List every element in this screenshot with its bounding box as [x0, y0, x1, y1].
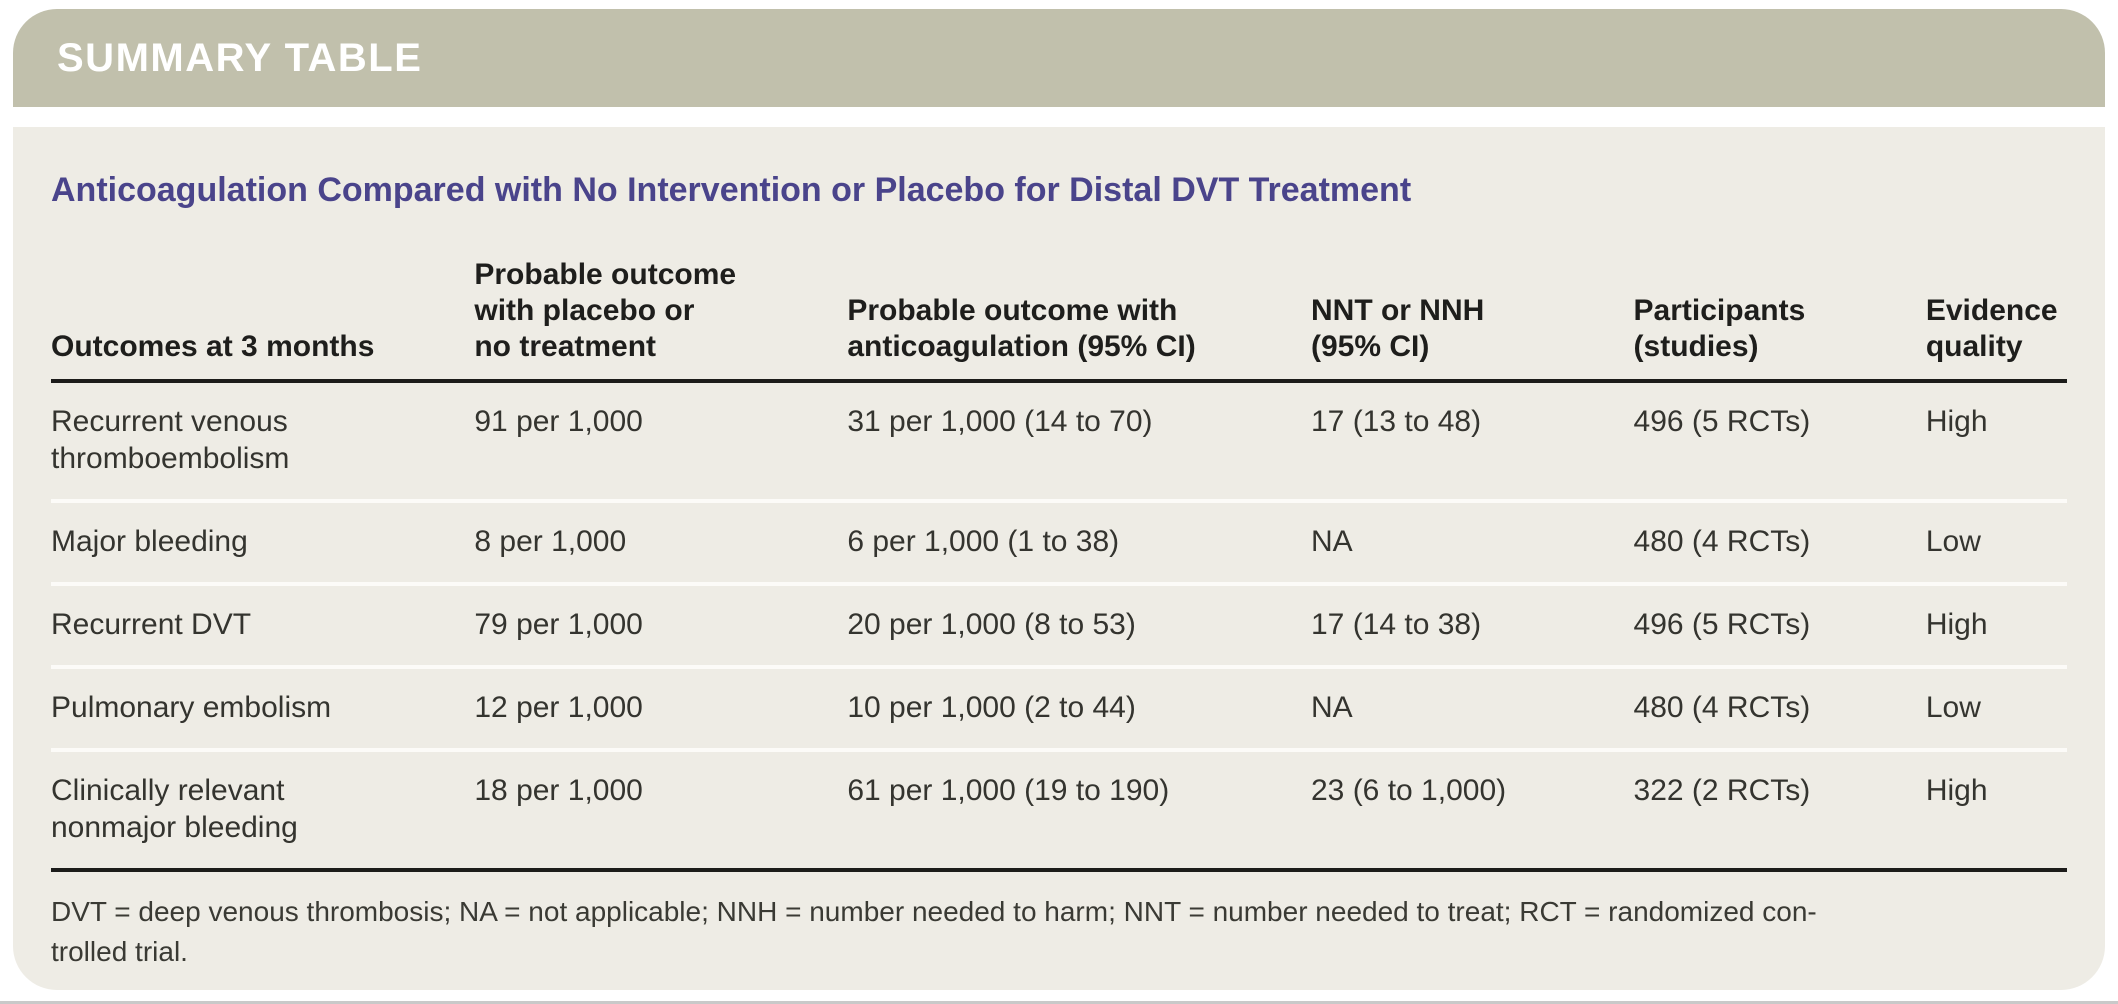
footnote: DVT = deep venous thrombosis; NA = not a…: [51, 896, 1817, 967]
page-bottom-border: [0, 1001, 2118, 1004]
cell-outcome: Recurrent venous thromboembolism: [51, 405, 290, 475]
cell-nnt-nnh: 17 (14 to 38): [1310, 608, 1482, 641]
col-header-placebo-outcome: Probable outcome with placebo or no trea…: [474, 237, 848, 383]
table-row: Major bleeding 8 per 1,000 6 per 1,000 (…: [51, 501, 2067, 584]
cell-evidence-quality: High: [1925, 405, 1988, 438]
cell-anticoagulation-outcome: 10 per 1,000 (2 to 44): [847, 691, 1136, 724]
cell-anticoagulation-outcome: 61 per 1,000 (19 to 190): [847, 774, 1170, 807]
cell-evidence-quality: High: [1925, 608, 1988, 641]
table-row: Recurrent venous thromboembolism 91 per …: [51, 381, 2067, 501]
summary-table-banner: SUMMARY TABLE: [13, 9, 2105, 107]
table-title: Anticoagulation Compared with No Interve…: [51, 171, 1412, 209]
cell-outcome: Major bleeding: [51, 525, 248, 558]
cell-evidence-quality: Low: [1925, 525, 1981, 558]
col-header-outcomes: Outcomes at 3 months: [51, 237, 475, 383]
cell-placebo-outcome: 12 per 1,000: [474, 691, 643, 724]
col-header-anticoagulation-outcome: Probable outcome with anticoagulation (9…: [847, 237, 1311, 383]
cell-participants: 480 (4 RCTs): [1633, 525, 1811, 558]
cell-placebo-outcome: 91 per 1,000: [474, 405, 643, 438]
cell-placebo-outcome: 18 per 1,000: [474, 774, 643, 807]
cell-participants: 480 (4 RCTs): [1633, 691, 1811, 724]
cell-participants: 496 (5 RCTs): [1633, 405, 1811, 438]
table-row: Pulmonary embolism 12 per 1,000 10 per 1…: [51, 667, 2067, 750]
cell-nnt-nnh: 23 (6 to 1,000): [1310, 774, 1507, 807]
col-header-participants: Participants (studies): [1633, 237, 1926, 383]
cell-outcome: Recurrent DVT: [51, 608, 252, 641]
cell-nnt-nnh: NA: [1310, 691, 1353, 724]
cell-anticoagulation-outcome: 6 per 1,000 (1 to 38): [847, 525, 1120, 558]
col-header-nnt-nnh: NNT or NNH (95% CI): [1310, 237, 1634, 383]
cell-evidence-quality: High: [1925, 774, 1988, 807]
cell-placebo-outcome: 8 per 1,000: [474, 525, 627, 558]
cell-anticoagulation-outcome: 20 per 1,000 (8 to 53): [847, 608, 1136, 641]
header-row: Outcomes at 3 months Probable outcome wi…: [51, 237, 2067, 383]
cell-participants: 322 (2 RCTs): [1633, 774, 1811, 807]
cell-evidence-quality: Low: [1925, 691, 1981, 724]
table-row: Clinically relevant nonmajor bleeding 18…: [51, 750, 2067, 870]
content-panel: Anticoagulation Compared with No Interve…: [13, 127, 2105, 990]
cell-participants: 496 (5 RCTs): [1633, 608, 1811, 641]
cell-anticoagulation-outcome: 31 per 1,000 (14 to 70): [847, 405, 1153, 438]
cell-outcome: Pulmonary embolism: [51, 691, 332, 724]
summary-table: Outcomes at 3 months Probable outcome wi…: [51, 237, 2067, 872]
col-header-evidence-quality: Evidence quality: [1925, 237, 2067, 383]
cell-outcome: Clinically relevant nonmajor bleeding: [51, 774, 298, 844]
table-row: Recurrent DVT 79 per 1,000 20 per 1,000 …: [51, 584, 2067, 667]
cell-placebo-outcome: 79 per 1,000: [474, 608, 643, 641]
cell-nnt-nnh: 17 (13 to 48): [1310, 405, 1482, 438]
banner-label: SUMMARY TABLE: [57, 35, 423, 80]
cell-nnt-nnh: NA: [1310, 525, 1353, 558]
